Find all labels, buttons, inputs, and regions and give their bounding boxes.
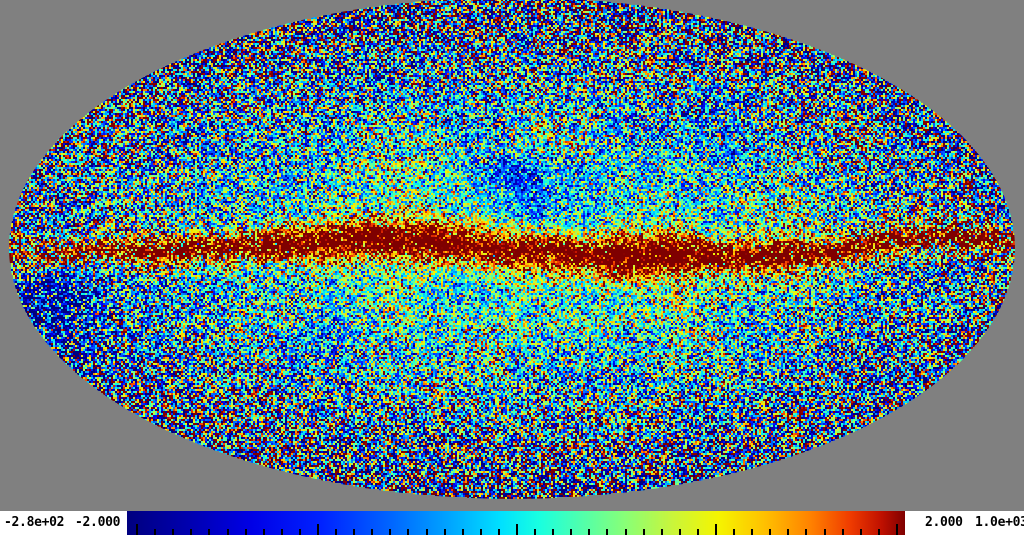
colorbar-gradient: [127, 511, 905, 535]
colorbar: -2.8e+02 -2.000 2.000 1.0e+03: [0, 511, 1024, 535]
mollweide-sky-ellipse: [9, 0, 1015, 499]
colorbar-low-label: -2.000: [75, 515, 121, 530]
colorbar-max-label: 1.0e+03: [975, 515, 1024, 530]
colorbar-scale[interactable]: [127, 511, 905, 535]
sky-map-canvas: [9, 0, 1015, 499]
colorbar-min-label: -2.8e+02: [4, 515, 65, 530]
colorbar-high-label: 2.000: [925, 515, 963, 530]
map-area: [9, 0, 1015, 499]
